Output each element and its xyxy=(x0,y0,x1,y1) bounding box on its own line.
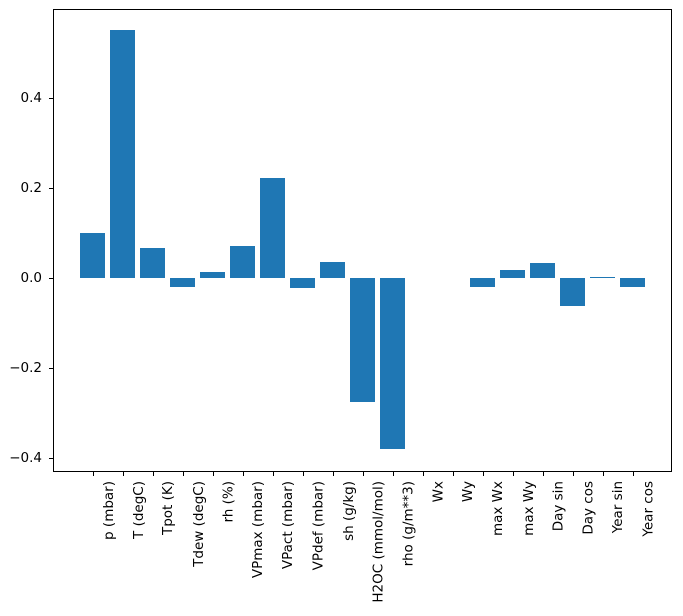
bar xyxy=(320,261,345,278)
x-tick-label: rho (g/m**3) xyxy=(400,481,417,567)
bar xyxy=(260,178,285,278)
bar xyxy=(470,278,495,288)
x-tick-label: rh (%) xyxy=(220,481,237,523)
x-tick-mark xyxy=(482,472,484,476)
bar xyxy=(530,262,555,278)
y-tick-mark xyxy=(49,278,53,279)
x-tick-label: H2OC (mmol/mol) xyxy=(370,481,387,603)
bar xyxy=(620,278,645,288)
x-tick-label: Wy xyxy=(460,481,477,503)
x-tick-mark xyxy=(182,472,184,476)
plot-area xyxy=(53,9,672,472)
y-tick-mark xyxy=(49,458,53,459)
bar xyxy=(380,278,405,450)
x-tick-mark xyxy=(92,472,94,476)
x-tick-mark xyxy=(572,472,574,476)
y-tick-label: −0.4 xyxy=(9,450,42,466)
bar xyxy=(140,248,165,278)
x-tick-label: T (degC) xyxy=(130,481,147,539)
x-tick-label: max Wx xyxy=(490,481,507,537)
x-tick-label: max Wy xyxy=(520,481,537,536)
x-tick-label: Day sin xyxy=(550,481,567,532)
x-tick-label: Day cos xyxy=(580,481,597,535)
bar xyxy=(170,278,195,288)
y-tick-mark xyxy=(49,188,53,189)
y-tick-mark xyxy=(49,98,53,99)
x-tick-label: Tpot (K) xyxy=(160,481,177,536)
x-tick-mark xyxy=(362,472,364,476)
bar xyxy=(350,278,375,402)
x-tick-mark xyxy=(152,472,154,476)
x-tick-mark xyxy=(332,472,334,476)
bar xyxy=(110,30,135,278)
y-tick-label: 0.4 xyxy=(20,90,42,106)
bar xyxy=(200,272,225,278)
x-tick-label: Year sin xyxy=(610,481,627,534)
x-tick-mark xyxy=(512,472,514,476)
x-tick-mark xyxy=(302,472,304,476)
x-tick-mark xyxy=(272,472,274,476)
bar xyxy=(590,276,615,278)
x-tick-label: Tdew (degC) xyxy=(190,481,207,567)
x-tick-mark xyxy=(392,472,394,476)
x-tick-mark xyxy=(422,472,424,476)
x-tick-mark xyxy=(452,472,454,476)
y-tick-label: −0.2 xyxy=(9,360,42,376)
x-tick-label: VPdef (mbar) xyxy=(310,481,327,571)
x-tick-mark xyxy=(542,472,544,476)
bar xyxy=(80,233,105,278)
bar xyxy=(500,270,525,278)
x-tick-label: VPact (mbar) xyxy=(280,481,297,570)
x-tick-label: VPmax (mbar) xyxy=(250,481,267,579)
x-tick-label: p (mbar) xyxy=(100,481,117,540)
x-tick-mark xyxy=(242,472,244,476)
y-tick-label: 0.0 xyxy=(20,270,42,286)
x-tick-label: sh (g/kg) xyxy=(340,481,357,541)
x-tick-mark xyxy=(602,472,604,476)
bar xyxy=(230,246,255,278)
x-tick-label: Wx xyxy=(430,481,447,503)
x-tick-label: Year cos xyxy=(640,481,657,537)
y-tick-mark xyxy=(49,368,53,369)
bar xyxy=(290,278,315,288)
bar xyxy=(560,278,585,306)
x-tick-mark xyxy=(632,472,634,476)
y-tick-label: 0.2 xyxy=(20,180,42,196)
x-tick-mark xyxy=(122,472,124,476)
x-tick-mark xyxy=(212,472,214,476)
